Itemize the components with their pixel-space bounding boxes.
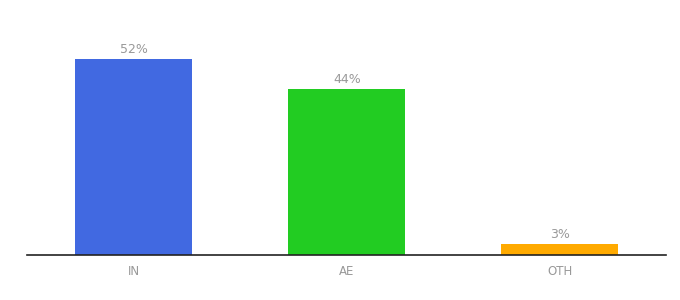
Bar (288, 89, 405, 255)
Text: 52%: 52% (120, 43, 148, 56)
Text: 44%: 44% (333, 73, 360, 86)
Bar (501, 244, 619, 255)
Bar (75, 59, 192, 255)
Text: 3%: 3% (550, 228, 570, 241)
